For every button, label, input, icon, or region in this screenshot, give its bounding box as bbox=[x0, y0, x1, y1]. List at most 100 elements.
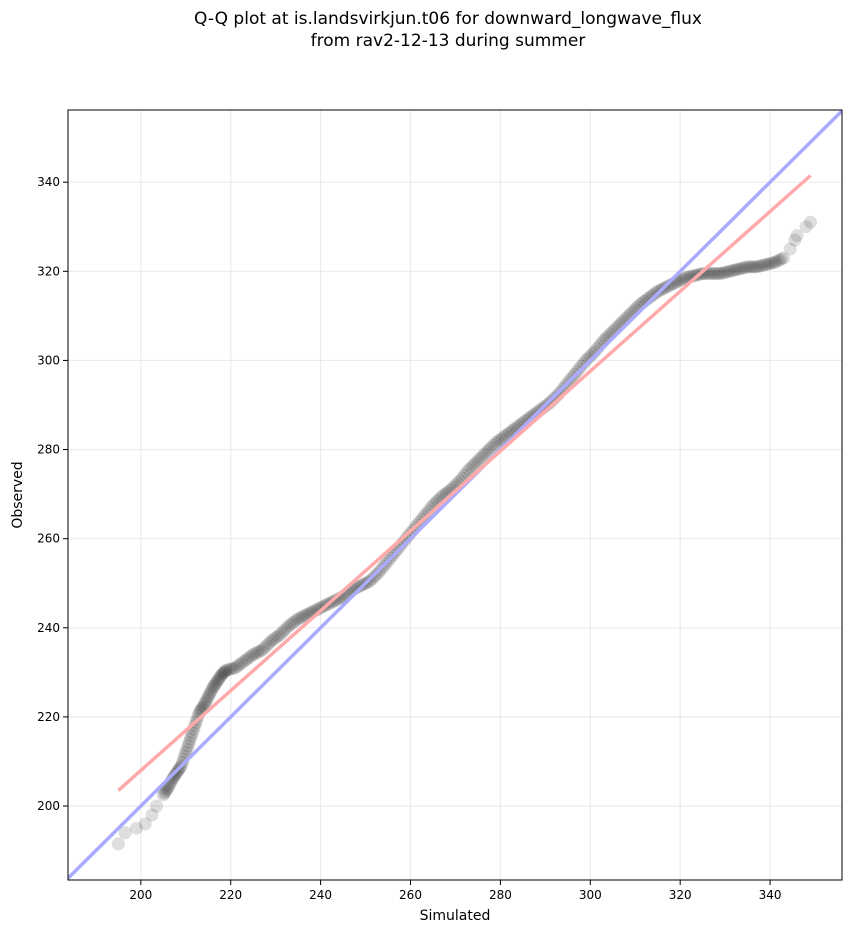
data-point bbox=[205, 683, 219, 697]
data-point bbox=[246, 648, 260, 662]
data-point bbox=[754, 259, 768, 273]
data-point bbox=[251, 645, 265, 659]
data-point bbox=[734, 262, 748, 276]
data-point bbox=[314, 601, 328, 615]
data-point bbox=[278, 623, 292, 637]
data-point bbox=[159, 785, 173, 799]
data-point bbox=[487, 438, 501, 452]
data-point bbox=[207, 679, 221, 693]
data-point bbox=[264, 634, 278, 648]
data-point bbox=[770, 254, 784, 268]
plot-frame bbox=[67, 109, 843, 881]
data-point bbox=[296, 610, 310, 624]
data-point bbox=[145, 808, 159, 822]
data-point bbox=[235, 656, 249, 670]
data-point bbox=[725, 264, 739, 278]
data-point bbox=[282, 619, 296, 633]
y-tick-label: 280 bbox=[37, 443, 60, 457]
data-point bbox=[255, 643, 269, 657]
data-point bbox=[166, 771, 180, 785]
data-point bbox=[280, 621, 294, 635]
data-point bbox=[216, 666, 230, 680]
data-point bbox=[482, 443, 496, 457]
title-line-2: from rav2-12-13 during summer bbox=[310, 31, 586, 51]
data-point bbox=[419, 507, 433, 521]
data-point bbox=[716, 266, 730, 280]
data-point bbox=[736, 261, 750, 275]
x-tick-label: 200 bbox=[129, 888, 152, 902]
y-tick-label: 260 bbox=[37, 532, 60, 546]
data-point bbox=[253, 644, 267, 658]
data-point bbox=[720, 265, 734, 279]
identity-line bbox=[68, 110, 842, 880]
data-point bbox=[266, 632, 280, 646]
data-point bbox=[199, 694, 213, 708]
data-point bbox=[180, 742, 194, 756]
data-point bbox=[723, 264, 737, 278]
fit-line bbox=[117, 174, 812, 792]
data-point bbox=[293, 611, 307, 625]
data-point bbox=[218, 664, 232, 678]
y-tick-label: 340 bbox=[37, 175, 60, 189]
data-point bbox=[466, 458, 480, 472]
data-point bbox=[646, 288, 660, 302]
data-point bbox=[181, 739, 195, 753]
data-point bbox=[763, 257, 777, 271]
data-point bbox=[783, 242, 797, 256]
data-point bbox=[471, 454, 485, 468]
data-point bbox=[262, 636, 276, 650]
data-point bbox=[169, 767, 183, 781]
data-point bbox=[484, 440, 498, 454]
x-axis-label: Simulated bbox=[420, 908, 491, 924]
data-point bbox=[491, 434, 505, 448]
y-tick-label: 220 bbox=[37, 710, 60, 724]
data-point bbox=[129, 821, 143, 835]
data-point bbox=[678, 271, 692, 285]
data-point bbox=[707, 267, 721, 281]
data-point bbox=[711, 267, 725, 281]
data-point bbox=[765, 256, 779, 270]
x-tick-label: 260 bbox=[399, 888, 422, 902]
data-point bbox=[480, 445, 494, 459]
data-point bbox=[644, 289, 658, 303]
data-point bbox=[478, 447, 492, 461]
data-point bbox=[237, 654, 251, 668]
data-point bbox=[157, 786, 171, 800]
data-point bbox=[804, 215, 818, 229]
ticks: 200 220 240 260 280 300 320 340 200 220 240 260 280 3… bbox=[37, 175, 781, 902]
data-point bbox=[799, 220, 813, 234]
data-point bbox=[188, 719, 202, 733]
data-point bbox=[577, 356, 591, 370]
data-point bbox=[496, 431, 510, 445]
data-point bbox=[211, 673, 225, 687]
data-point bbox=[233, 658, 247, 672]
data-point bbox=[217, 665, 231, 679]
data-point bbox=[184, 729, 198, 743]
data-point bbox=[260, 639, 274, 653]
data-point bbox=[209, 676, 223, 690]
data-point bbox=[228, 661, 242, 675]
data-point bbox=[738, 260, 752, 274]
x-tick-label: 340 bbox=[759, 888, 782, 902]
data-point bbox=[718, 265, 732, 279]
x-tick-label: 220 bbox=[219, 888, 242, 902]
data-point bbox=[464, 460, 478, 474]
data-point bbox=[138, 817, 152, 831]
y-tick-label: 200 bbox=[37, 799, 60, 813]
data-point bbox=[201, 690, 215, 704]
data-point bbox=[160, 783, 174, 797]
data-point bbox=[203, 685, 217, 699]
data-point bbox=[475, 449, 489, 463]
data-point bbox=[168, 769, 182, 783]
data-point bbox=[752, 259, 766, 273]
data-point bbox=[257, 641, 271, 655]
data-point bbox=[242, 651, 256, 665]
data-point bbox=[198, 697, 212, 711]
data-point bbox=[756, 258, 770, 272]
data-point bbox=[224, 662, 238, 676]
data-point bbox=[750, 260, 764, 274]
data-point bbox=[772, 253, 786, 267]
data-point bbox=[687, 269, 701, 283]
